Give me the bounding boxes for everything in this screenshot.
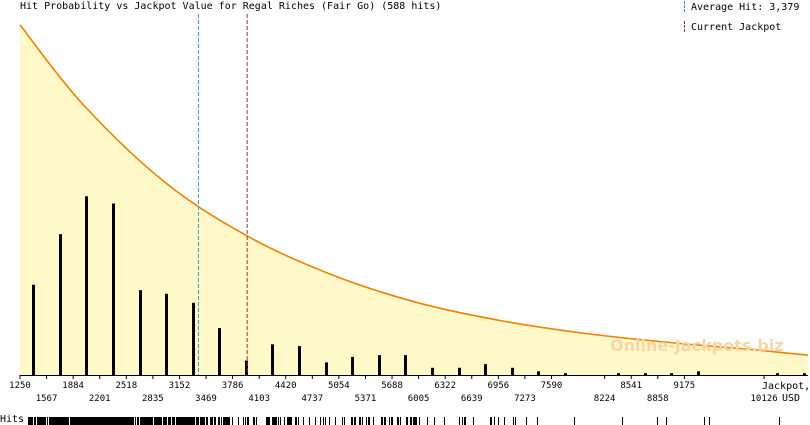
x-tick-label: 8224: [594, 394, 616, 404]
hit-bar: [192, 302, 195, 375]
hit-bar: [85, 196, 88, 375]
watermark: Online-Jackpots.biz: [610, 336, 784, 355]
hit-bar: [404, 355, 407, 375]
hit-bar: [564, 373, 567, 375]
x-axis-unit-line2: USD: [782, 393, 801, 404]
x-tick-label: 6005: [408, 394, 430, 404]
hit-bar: [776, 373, 779, 375]
hit-bar: [378, 355, 381, 375]
hit-bar: [59, 234, 62, 375]
hit-bar: [112, 203, 115, 375]
x-tick-label: 6322: [434, 381, 456, 391]
x-tick-label: 1884: [62, 381, 84, 391]
x-tick-label: 8541: [620, 381, 642, 391]
x-tick-label: 4103: [248, 394, 270, 404]
hit-bar: [803, 373, 806, 375]
x-axis-unit-line1: Jackpot,: [762, 381, 810, 392]
hit-bar: [644, 373, 647, 375]
hits-rug: [28, 417, 780, 425]
hit-bar: [245, 360, 248, 375]
x-tick-label: 6639: [461, 394, 483, 404]
legend-current-label: Current Jackpot: [691, 22, 782, 33]
hit-bar: [484, 364, 487, 375]
hit-bar: [511, 367, 514, 375]
x-tick-label: 1567: [36, 394, 58, 404]
hit-bar: [537, 371, 540, 375]
legend-average: Average Hit: 3,379: [684, 1, 799, 13]
x-tick-label: 2518: [115, 381, 137, 391]
hit-bar: [298, 346, 301, 375]
legend-current: Current Jackpot: [684, 21, 781, 33]
x-tick-label: 3469: [195, 394, 217, 404]
x-tick-label: 7273: [514, 394, 536, 404]
hit-bar: [431, 367, 434, 375]
legend-average-label: Average Hit: 3,379: [691, 2, 800, 13]
chart-title: Hit Probability vs Jackpot Value for Reg…: [20, 1, 442, 12]
hit-bar: [165, 293, 168, 375]
x-axis: 1250 1567 1884 2201 2518 2835 3152 3469 3786 4103…: [9, 375, 808, 404]
x-tick-label: 5688: [381, 381, 403, 391]
hit-bar: [697, 371, 700, 375]
hit-bar: [351, 356, 354, 375]
hit-bar: [271, 344, 274, 375]
x-tick-label: 3152: [169, 381, 191, 391]
x-tick-label: 5054: [328, 381, 350, 391]
x-tick-label: 6956: [487, 381, 509, 391]
x-tick-label: 3786: [222, 381, 244, 391]
x-tick-label: 4737: [301, 394, 323, 404]
hit-bar: [670, 373, 673, 375]
hit-bar: [458, 367, 461, 375]
x-tick-label: 9175: [674, 381, 696, 391]
x-tick-label: 10126: [751, 394, 778, 404]
hit-bar: [218, 328, 221, 375]
x-tick-label: 5371: [355, 394, 377, 404]
reference-lines: [197, 14, 248, 375]
probability-curve: [19, 24, 809, 356]
x-tick-label: 7590: [541, 381, 563, 391]
x-tick-label: 8858: [647, 394, 669, 404]
average-line-swatch: [684, 1, 685, 12]
x-tick-label: 2835: [142, 394, 164, 404]
x-tick-label: 2201: [89, 394, 111, 404]
probability-area: [19, 24, 809, 376]
hit-bar: [139, 290, 142, 375]
hit-bar: [325, 362, 328, 375]
x-tick-label: 1250: [9, 381, 31, 391]
current-line-swatch: [684, 21, 685, 32]
hit-bars: [32, 196, 806, 375]
probability-fill: [20, 24, 808, 376]
hit-bar: [32, 284, 35, 375]
hit-bar: [617, 373, 620, 375]
x-tick-label: 4420: [275, 381, 297, 391]
hits-label: Hits: [0, 414, 25, 425]
